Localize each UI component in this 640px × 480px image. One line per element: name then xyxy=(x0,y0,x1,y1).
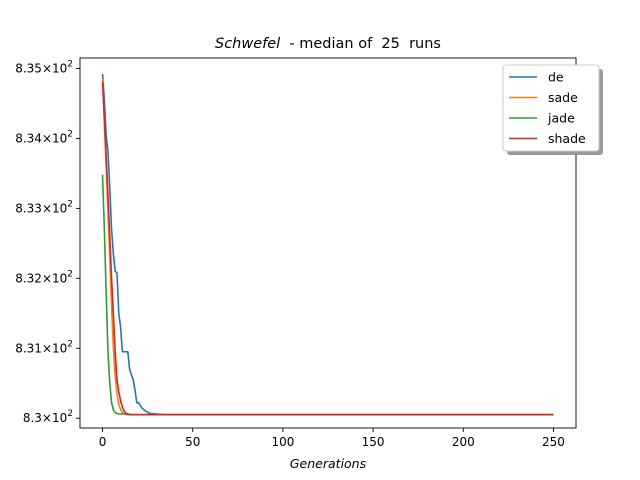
x-tick-label: 150 xyxy=(362,435,385,449)
legend-label-de: de xyxy=(548,70,564,85)
series-layer xyxy=(101,74,554,416)
x-axis: 0 50 100 150 200 250 xyxy=(99,428,565,449)
legend-label-shade: shade xyxy=(548,131,586,146)
x-tick-label: 100 xyxy=(271,435,294,449)
y-tick-label: 8.34×102 xyxy=(15,129,73,145)
x-tick-label: 250 xyxy=(542,435,565,449)
y-tick-label: 8.32×102 xyxy=(15,269,73,285)
x-tick-label: 50 xyxy=(185,435,200,449)
plot-area xyxy=(79,57,577,429)
legend-box xyxy=(502,64,600,152)
legend-label-sade: sade xyxy=(548,90,578,105)
chart-title: Schwefel - median of 25 runs xyxy=(215,36,441,52)
x-tick-label: 200 xyxy=(452,435,475,449)
y-tick-label: 8.33×102 xyxy=(15,199,73,215)
series-line-shade xyxy=(101,82,554,416)
legend: de sade jade shade xyxy=(502,64,603,155)
y-axis: 8.3×102 8.31×102 8.32×102 8.33×102 8.34×102 8… xyxy=(15,59,80,425)
x-axis-label: Generations xyxy=(290,456,367,471)
y-tick-label: 8.35×102 xyxy=(15,59,73,75)
title-suffix: - median of 25 runs xyxy=(280,36,441,52)
y-tick-label: 8.31×102 xyxy=(15,339,73,355)
legend-label-jade: jade xyxy=(547,111,575,126)
title-function-name: Schwefel xyxy=(215,36,280,52)
legend-items: de sade jade shade xyxy=(509,70,586,146)
y-tick-label: 8.3×102 xyxy=(23,409,73,425)
x-tick-label: 0 xyxy=(99,435,107,449)
